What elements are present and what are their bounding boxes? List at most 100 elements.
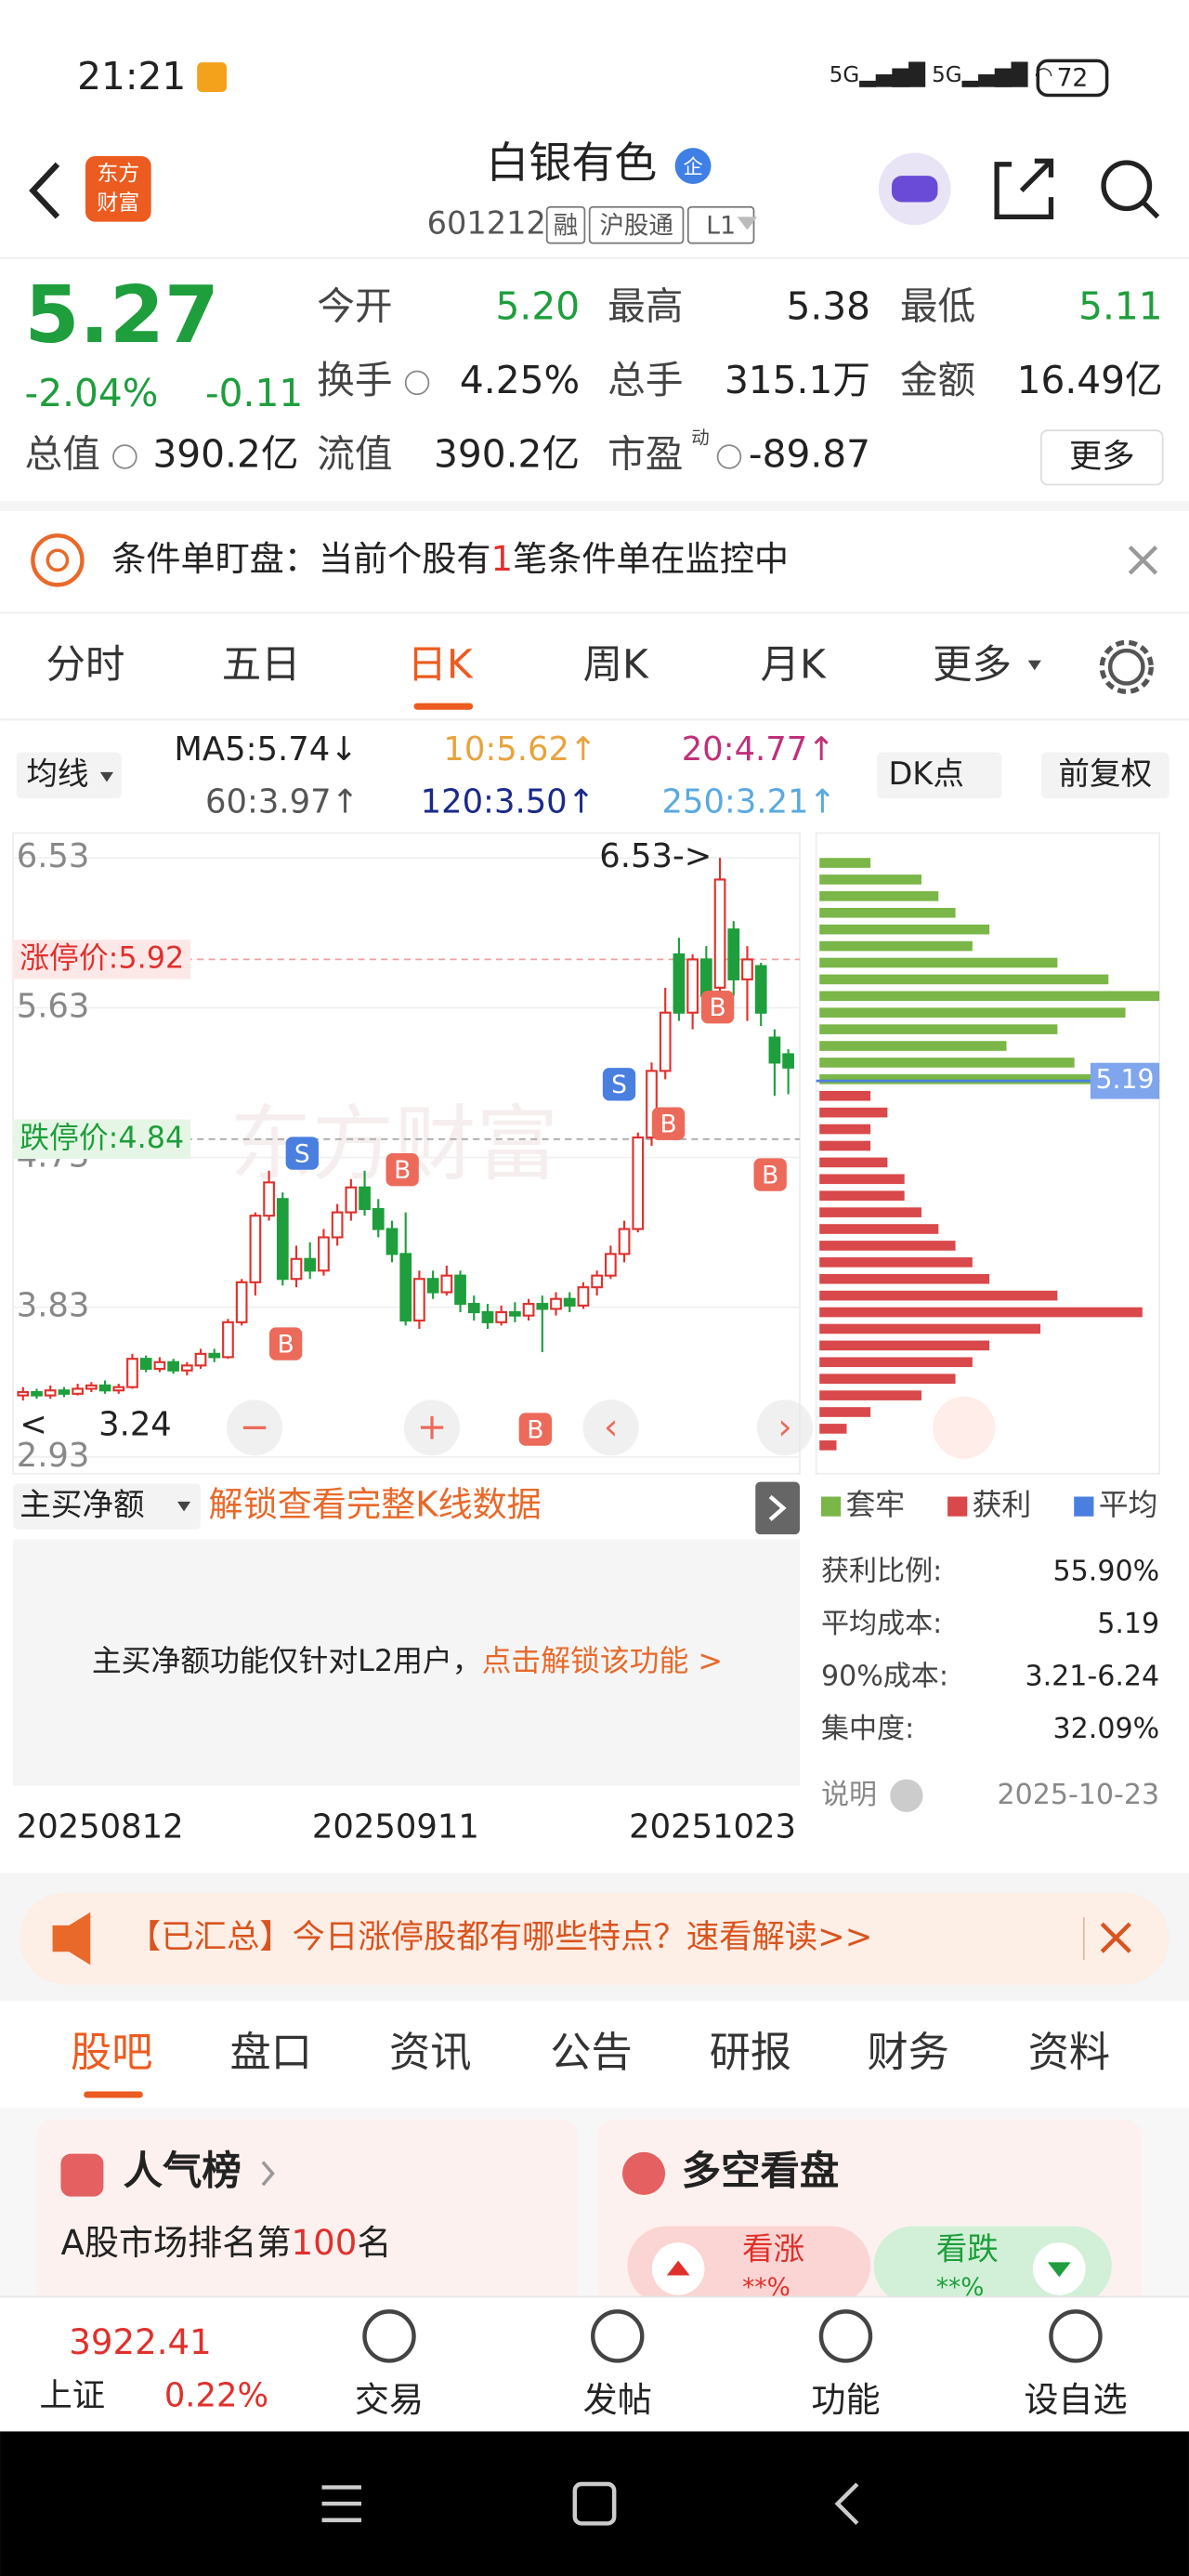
tag-box bbox=[545, 205, 586, 244]
zoom-button[interactable] bbox=[227, 1400, 283, 1456]
period-tab[interactable]: 五日 bbox=[222, 642, 301, 688]
signal-badge bbox=[602, 1068, 636, 1101]
nav-label[interactable]: 设自选 bbox=[1024, 2380, 1127, 2420]
close-banner[interactable] bbox=[1100, 1922, 1131, 1953]
chip-bar bbox=[819, 1440, 837, 1451]
unlock-link[interactable]: 点击解锁该功能 > bbox=[482, 1643, 723, 1678]
nav-icon[interactable] bbox=[591, 2309, 645, 2363]
field-value: 315.1万 bbox=[725, 358, 870, 402]
back-key[interactable] bbox=[834, 2482, 859, 2525]
home-key[interactable] bbox=[572, 2481, 617, 2526]
chip-bar bbox=[819, 940, 973, 952]
signal-icon: 5G▂▄▆█ 5G▂▄▆█ ◠ bbox=[830, 61, 1053, 87]
avatar-face bbox=[891, 176, 938, 203]
stat-value: 3.21-6.24 bbox=[1025, 1660, 1159, 1692]
message: 主买净额功能仅针对L2用户， bbox=[92, 1643, 482, 1678]
section-tab[interactable]: 盘口 bbox=[230, 2030, 312, 2077]
nav-label[interactable]: 交易 bbox=[355, 2380, 424, 2420]
dk-button[interactable] bbox=[877, 752, 1002, 799]
period-tab[interactable]: 分时 bbox=[46, 642, 125, 688]
index-value: 3922.41 bbox=[69, 2322, 211, 2362]
candle-body bbox=[754, 965, 767, 1014]
legend-label: 套牢 bbox=[845, 1487, 905, 1522]
down-arrow bbox=[1047, 2262, 1071, 2278]
logo bbox=[85, 155, 151, 222]
popular-icon bbox=[60, 2153, 104, 2197]
chip-bar bbox=[819, 907, 956, 918]
chip-bar bbox=[819, 1190, 905, 1202]
chip-bar bbox=[819, 1090, 871, 1101]
section-tab[interactable]: 财务 bbox=[867, 2030, 948, 2077]
field-label: 总手 bbox=[608, 358, 683, 402]
popular-card[interactable] bbox=[35, 2119, 579, 2308]
expand-button[interactable] bbox=[755, 1481, 800, 1535]
candle-body bbox=[139, 1358, 152, 1371]
notice-icon-inner bbox=[46, 548, 70, 572]
candle-body bbox=[782, 1053, 794, 1069]
search-button[interactable] bbox=[1101, 160, 1153, 212]
section-tab[interactable]: 股吧 bbox=[71, 2030, 152, 2077]
notice-suffix: 笔条件单在监控中 bbox=[513, 538, 789, 578]
more-button[interactable] bbox=[1039, 429, 1164, 486]
legend-label: 平均 bbox=[1099, 1487, 1158, 1522]
menu-key[interactable] bbox=[321, 2485, 361, 2523]
nav-icon[interactable] bbox=[1049, 2309, 1103, 2363]
nav-label[interactable]: 发帖 bbox=[583, 2380, 652, 2420]
candle-body bbox=[686, 958, 699, 1014]
nav-icon[interactable] bbox=[362, 2309, 416, 2363]
period-tab[interactable]: 日K bbox=[407, 642, 473, 688]
ma-value: 20:4.77↑ bbox=[682, 730, 835, 769]
period-tab[interactable]: 周K bbox=[583, 642, 649, 688]
adjust-button[interactable] bbox=[1040, 752, 1169, 799]
chip-bar bbox=[819, 1390, 921, 1400]
info-icon bbox=[404, 370, 430, 396]
settings-button[interactable] bbox=[1107, 648, 1145, 686]
nav-icon[interactable] bbox=[818, 2309, 873, 2363]
section-tab[interactable]: 资料 bbox=[1028, 2030, 1110, 2077]
back-button[interactable] bbox=[29, 162, 60, 219]
period-tab[interactable]: 更多 bbox=[933, 642, 1012, 688]
share-button[interactable] bbox=[994, 158, 1054, 220]
sub-selector[interactable] bbox=[13, 1483, 201, 1530]
ma-selector-label: 均线 bbox=[26, 756, 88, 792]
banner[interactable] bbox=[20, 1892, 1169, 1985]
candle-body bbox=[385, 1228, 399, 1255]
legend-label: 获利 bbox=[973, 1487, 1032, 1522]
zoom-button[interactable] bbox=[403, 1400, 461, 1456]
sub-chart-panel bbox=[13, 1539, 800, 1786]
zoom-button[interactable] bbox=[757, 1400, 814, 1456]
ma-selector[interactable] bbox=[16, 752, 122, 799]
candle-body bbox=[426, 1278, 439, 1294]
field-label: 市盈 bbox=[608, 431, 683, 476]
section-tab[interactable]: 研报 bbox=[710, 2030, 791, 2077]
section-tab[interactable]: 公告 bbox=[550, 2030, 632, 2077]
period-tab[interactable]: 月K bbox=[761, 642, 827, 688]
legend-swatch bbox=[820, 1496, 842, 1517]
nav-label[interactable]: 功能 bbox=[811, 2380, 880, 2420]
candle-body bbox=[522, 1303, 535, 1317]
min-arrow: < bbox=[20, 1406, 47, 1444]
chip-bar bbox=[819, 891, 939, 901]
close-notice[interactable] bbox=[1128, 545, 1158, 575]
zoom-button[interactable] bbox=[582, 1400, 639, 1456]
candle-body bbox=[495, 1310, 508, 1323]
logo-text: 财富 bbox=[97, 191, 139, 216]
dropdown-icon bbox=[99, 771, 114, 782]
y-tick-label: 2.93 bbox=[17, 1437, 90, 1475]
info-icon[interactable] bbox=[890, 1779, 923, 1812]
note: 说明 bbox=[821, 1779, 877, 1811]
chip-bar bbox=[819, 1224, 939, 1234]
candle-body bbox=[467, 1303, 480, 1314]
chip-bar bbox=[819, 858, 871, 868]
signal-label: B bbox=[394, 1156, 411, 1185]
quote-fields: 今开 5.20 最高 5.38 最低 5.11 换手 4.25% 总手 315.1万 金额 16.49… bbox=[25, 283, 1163, 476]
banner-text: 【已汇总】今日涨停股都有哪些特点？速看解读>> bbox=[128, 1918, 872, 1956]
notice-count: 1 bbox=[490, 538, 513, 578]
signal-badge bbox=[285, 1137, 319, 1170]
chip-bar bbox=[819, 1273, 990, 1284]
section-tab[interactable]: 资讯 bbox=[389, 2030, 471, 2077]
badge-text: 企 bbox=[683, 155, 702, 178]
chip-bar bbox=[819, 1357, 973, 1368]
signal-label: B bbox=[762, 1161, 778, 1189]
chip-zoom[interactable] bbox=[933, 1396, 996, 1459]
